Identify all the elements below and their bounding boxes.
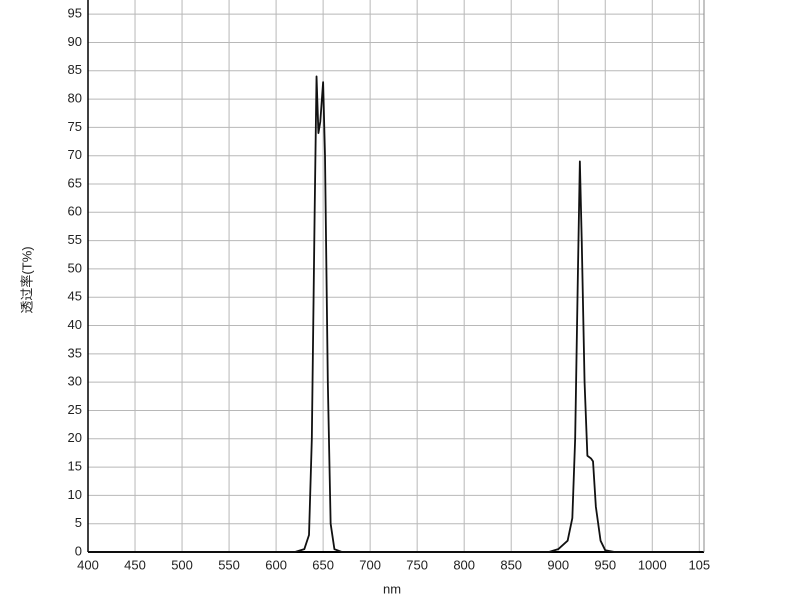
y-tick-label: 30 bbox=[68, 374, 82, 389]
y-tick-label: 25 bbox=[68, 402, 82, 417]
y-tick-label: 70 bbox=[68, 147, 82, 162]
y-tick-label: 75 bbox=[68, 119, 82, 134]
y-tick-label: 50 bbox=[68, 260, 82, 275]
y-tick-label: 45 bbox=[68, 289, 82, 304]
y-tick-label: 55 bbox=[68, 232, 82, 247]
x-tick-label: 1000 bbox=[638, 557, 667, 572]
spectrum-line bbox=[88, 75, 700, 553]
y-tick-label: 95 bbox=[68, 6, 82, 21]
x-axis-label: nm bbox=[383, 581, 401, 596]
y-axis-label: 透过率(T%) bbox=[19, 246, 34, 313]
x-tick-label: 850 bbox=[500, 557, 522, 572]
y-tick-label: 90 bbox=[68, 34, 82, 49]
x-tick-label: 650 bbox=[312, 557, 334, 572]
y-tick-label: 10 bbox=[68, 487, 82, 502]
x-tick-label: 950 bbox=[594, 557, 616, 572]
y-tick-label: 15 bbox=[68, 459, 82, 474]
x-tick-label: 700 bbox=[359, 557, 381, 572]
x-tick-label: 550 bbox=[218, 557, 240, 572]
x-tick-label: 900 bbox=[547, 557, 569, 572]
y-tick-label: 65 bbox=[68, 175, 82, 190]
x-tick-label: 450 bbox=[124, 557, 146, 572]
y-tick-label: 5 bbox=[75, 515, 82, 530]
y-tick-label: 80 bbox=[68, 91, 82, 106]
y-tick-label: 85 bbox=[68, 62, 82, 77]
x-tick-label: 800 bbox=[453, 557, 475, 572]
x-tick-label: 105 bbox=[688, 557, 710, 572]
x-tick-label: 500 bbox=[171, 557, 193, 572]
x-tick-label: 400 bbox=[77, 557, 99, 572]
y-tick-label: 20 bbox=[68, 430, 82, 445]
y-tick-label: 35 bbox=[68, 345, 82, 360]
y-tick-label: 40 bbox=[68, 317, 82, 332]
x-tick-label: 750 bbox=[406, 557, 428, 572]
y-tick-label: 0 bbox=[75, 543, 82, 558]
x-tick-label: 600 bbox=[265, 557, 287, 572]
y-tick-label: 60 bbox=[68, 204, 82, 219]
